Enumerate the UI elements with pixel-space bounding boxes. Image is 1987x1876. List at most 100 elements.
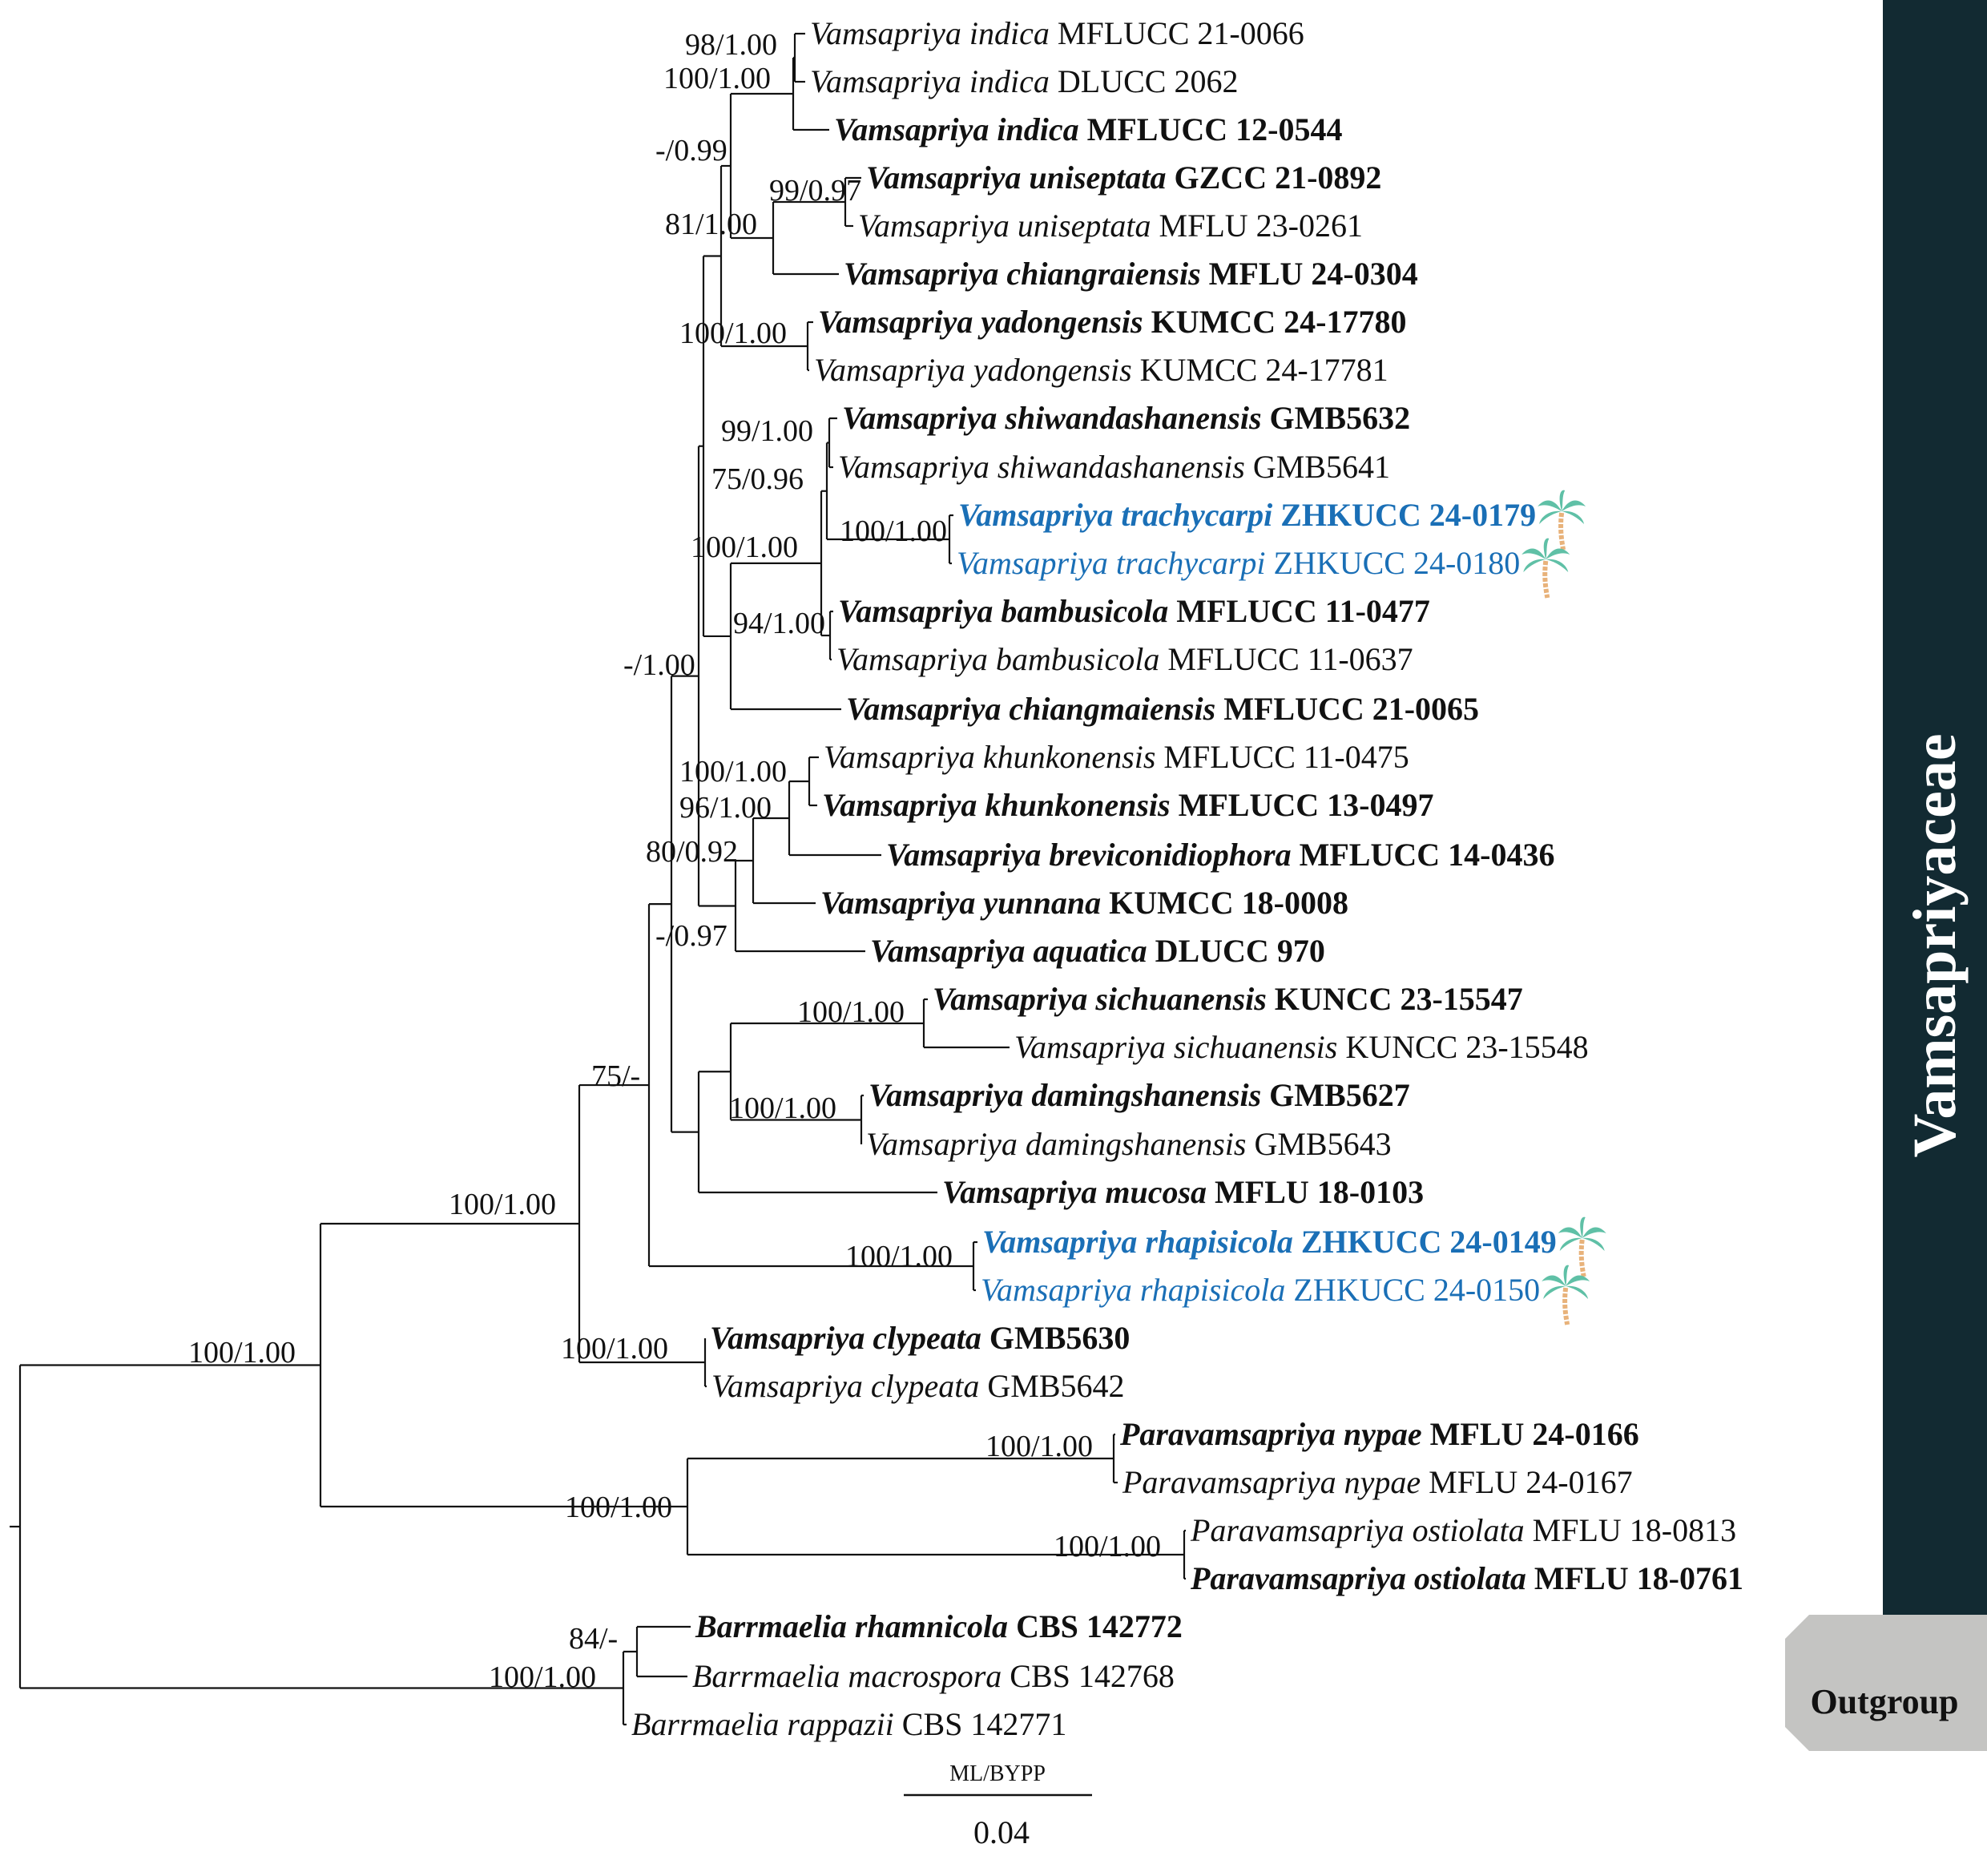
taxon-code: MFLUCC 14-0436 [1292,837,1555,873]
taxon-species: Vamsapriya indica [810,15,1050,51]
taxon-species: Vamsapriya sichuanensis [1014,1029,1337,1065]
taxon-code: KUNCC 23-15547 [1267,981,1523,1017]
taxon-label: Barrmaelia macrospora CBS 142768 [692,1658,1175,1694]
taxon-label: Vamsapriya yunnana KUMCC 18-0008 [820,885,1348,921]
support-values: 98/1.00100/1.00-/0.9999/0.9781/1.00100/1… [188,28,1161,1694]
support-value: 75/- [591,1059,640,1093]
taxon-label: Vamsapriya rhapisicola ZHKUCC 24-0150 [981,1272,1540,1308]
taxon-species: Vamsapriya yadongensis [818,304,1143,340]
taxon-species: Vamsapriya trachycarpi [957,545,1266,581]
taxon-code: GMB5632 [1262,400,1411,436]
support-value: 100/1.00 [663,62,771,95]
taxon-code: ZHKUCC 24-0179 [1272,497,1536,533]
taxon-code: GMB5627 [1261,1077,1410,1113]
taxon-code: MFLU 24-0166 [1422,1416,1639,1452]
taxon-label: Vamsapriya sichuanensis KUNCC 23-15548 [1014,1029,1589,1065]
support-value: 98/1.00 [685,28,777,62]
taxon-species: Vamsapriya khunkonensis [824,739,1155,775]
taxon-species: Vamsapriya damingshanensis [869,1077,1261,1113]
taxon-species: Paravamsapriya nypae [1122,1464,1421,1500]
taxon-species: Vamsapriya chiangmaiensis [846,691,1215,727]
taxon-label: Vamsapriya rhapisicola ZHKUCC 24-0149 [982,1224,1557,1260]
taxon-code: GMB5643 [1246,1126,1391,1162]
support-value: 100/1.00 [679,317,787,350]
taxon-species: Vamsapriya trachycarpi [958,497,1272,533]
palm-icon [1558,1216,1606,1277]
taxon-code: GMB5642 [979,1368,1124,1404]
support-value: 100/1.00 [729,1091,836,1125]
taxon-species: Vamsapriya khunkonensis [822,787,1171,823]
taxon-code: GMB5630 [981,1320,1131,1356]
taxon-species: Paravamsapriya nypae [1119,1416,1422,1452]
taxon-label: Vamsapriya mucosa MFLU 18-0103 [942,1174,1424,1210]
taxon-species: Vamsapriya rhapisicola [982,1224,1293,1260]
support-value: 99/0.97 [769,174,861,208]
support-value: 100/1.00 [985,1430,1093,1463]
support-value: 100/1.00 [489,1660,596,1694]
support-value: 75/0.96 [711,462,804,496]
taxon-code: MFLU 18-0813 [1525,1512,1736,1548]
support-value: 99/1.00 [721,414,813,448]
vamsapriyaceae-label: Vamsapriyaceae [1901,733,1969,1157]
taxon-label: Barrmaelia rappazii CBS 142771 [631,1706,1066,1742]
taxon-label: Vamsapriya clypeata GMB5642 [711,1368,1125,1404]
taxon-label: Vamsapriya uniseptata GZCC 21-0892 [866,159,1381,196]
taxon-code: MFLUCC 12-0544 [1079,111,1343,147]
taxon-code: KUMCC 24-17780 [1143,304,1407,340]
taxon-species: Vamsapriya indica [834,111,1079,147]
taxon-code: MFLUCC 11-0477 [1168,593,1430,629]
taxon-species: Vamsapriya clypeata [711,1368,979,1404]
taxon-label: Paravamsapriya ostiolata MFLU 18-0761 [1190,1560,1743,1596]
palm-icon [1538,490,1586,551]
taxon-code: DLUCC 2062 [1050,63,1239,99]
taxon-code: MFLUCC 11-0637 [1159,641,1413,677]
taxon-code: CBS 142771 [894,1706,1067,1742]
palm-icon [1521,538,1570,599]
taxon-species: Vamsapriya yunnana [820,885,1101,921]
support-value: 100/1.00 [845,1240,953,1273]
taxon-labels: Vamsapriya indica MFLUCC 21-0066Vamsapri… [631,15,1743,1742]
taxon-label: Vamsapriya indica DLUCC 2062 [810,63,1238,99]
taxon-code: KUNCC 23-15548 [1337,1029,1588,1065]
support-value: 81/1.00 [665,208,757,241]
taxon-code: GZCC 21-0892 [1167,159,1382,196]
taxon-species: Vamsapriya uniseptata [858,208,1151,244]
taxon-label: Vamsapriya trachycarpi ZHKUCC 24-0179 [958,497,1536,533]
taxon-code: MFLUCC 11-0475 [1155,739,1409,775]
taxon-species: Barrmaelia rhamnicola [695,1608,1008,1644]
outgroup-box [1785,1615,1987,1751]
taxon-label: Vamsapriya trachycarpi ZHKUCC 24-0180 [957,545,1520,581]
palm-icon [1542,1265,1590,1325]
tree-branches [10,32,1186,1726]
taxon-label: Vamsapriya damingshanensis GMB5643 [866,1126,1392,1162]
taxon-label: Vamsapriya aquatica DLUCC 970 [870,933,1325,969]
taxon-label: Paravamsapriya nypae MFLU 24-0166 [1119,1416,1639,1452]
taxon-code: MFLUCC 21-0065 [1215,691,1479,727]
taxon-label: Vamsapriya khunkonensis MFLUCC 13-0497 [822,787,1433,823]
support-value: -/0.97 [655,919,727,953]
support-value: 100/1.00 [797,995,905,1029]
taxon-label: Vamsapriya chiangmaiensis MFLUCC 21-0065 [846,691,1479,727]
support-value: -/1.00 [623,648,695,682]
taxon-code: DLUCC 970 [1147,933,1325,969]
taxon-label: Vamsapriya sichuanensis KUNCC 23-15547 [933,981,1523,1017]
support-value: 84/- [569,1622,618,1656]
taxon-label: Paravamsapriya ostiolata MFLU 18-0813 [1190,1512,1736,1548]
outgroup-label: Outgroup [1810,1682,1958,1721]
taxon-label: Vamsapriya yadongensis KUMCC 24-17781 [814,352,1388,388]
taxon-species: Barrmaelia rappazii [631,1706,894,1742]
taxon-species: Vamsapriya shiwandashanensis [838,449,1245,485]
support-value: 96/1.00 [679,791,772,825]
taxon-species: Vamsapriya shiwandashanensis [842,400,1262,436]
taxon-label: Vamsapriya damingshanensis GMB5627 [869,1077,1410,1113]
taxon-code: KUMCC 24-17781 [1132,352,1388,388]
taxon-label: Vamsapriya chiangraiensis MFLU 24-0304 [844,256,1418,292]
taxon-species: Vamsapriya yadongensis [814,352,1132,388]
support-value: 100/1.00 [449,1188,556,1221]
taxon-code: MFLU 18-0761 [1526,1560,1743,1596]
taxon-species: Vamsapriya aquatica [870,933,1147,969]
support-value: 80/0.92 [646,835,738,869]
taxon-label: Paravamsapriya nypae MFLU 24-0167 [1122,1464,1633,1500]
taxon-species: Vamsapriya bambusicola [836,641,1159,677]
